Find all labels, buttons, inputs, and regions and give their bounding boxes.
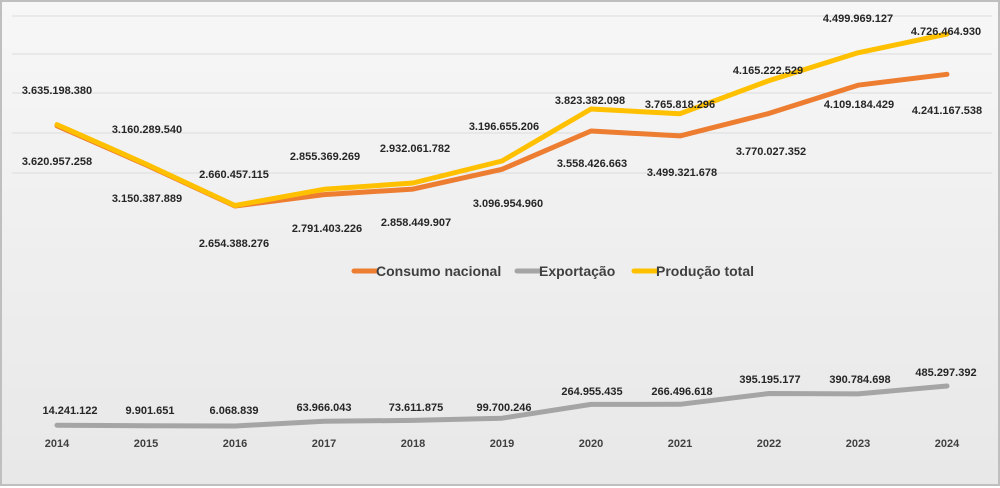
data-label-producao-total: 3.196.655.206 — [469, 121, 539, 133]
x-tick-label: 2017 — [312, 438, 336, 450]
data-label-producao-total: 2.855.369.269 — [290, 151, 360, 163]
legend-label: Consumo nacional — [376, 263, 501, 279]
data-label-consumo-nacional: 3.558.426.663 — [557, 158, 627, 170]
x-tick-label: 2015 — [134, 438, 158, 450]
data-label-producao-total: 3.160.289.540 — [112, 124, 182, 136]
data-label-exportacao: 73.611.875 — [389, 402, 443, 414]
data-label-exportacao: 390.784.698 — [829, 374, 890, 386]
data-label-consumo-nacional: 2.858.449.907 — [381, 217, 451, 229]
data-label-consumo-nacional: 3.150.387.889 — [112, 193, 182, 205]
x-tick-label: 2023 — [846, 438, 870, 450]
x-tick-label: 2016 — [223, 438, 247, 450]
legend-label: Produção total — [656, 263, 754, 279]
data-label-consumo-nacional: 4.241.167.538 — [912, 105, 982, 117]
x-tick-label: 2021 — [668, 438, 692, 450]
data-label-exportacao: 395.195.177 — [739, 374, 800, 386]
data-label-exportacao: 99.700.246 — [476, 402, 531, 414]
data-label-exportacao: 14.241.122 — [42, 405, 97, 417]
x-tick-label: 2020 — [579, 438, 603, 450]
data-labels: 3.620.957.258 3.150.387.889 2.654.388.276 2… — [22, 13, 982, 417]
series-lines — [54, 31, 950, 429]
data-label-exportacao: 485.297.392 — [915, 367, 976, 379]
data-label-producao-total: 3.823.382.098 — [555, 95, 625, 107]
data-label-producao-total: 4.165.222.529 — [733, 65, 803, 77]
data-label-producao-total: 3.765.818.296 — [645, 99, 715, 111]
data-label-exportacao: 9.901.651 — [126, 405, 175, 417]
x-axis: 2014 2015 2016 2017 2018 2019 2020 2021 2022 2023… — [45, 438, 960, 450]
series-line-producao-total — [54, 31, 950, 208]
data-label-producao-total: 4.499.969.127 — [823, 13, 893, 25]
data-label-producao-total: 2.932.061.782 — [380, 143, 450, 155]
data-label-producao-total: 4.726.464.930 — [911, 26, 981, 38]
x-tick-label: 2018 — [401, 438, 425, 450]
data-label-consumo-nacional: 4.109.184.429 — [824, 99, 894, 111]
data-label-consumo-nacional: 3.620.957.258 — [22, 156, 92, 168]
data-label-exportacao: 264.955.435 — [561, 386, 622, 398]
data-label-exportacao: 6.068.839 — [210, 405, 259, 417]
data-label-producao-total: 2.660.457.115 — [199, 169, 269, 181]
series-line-exportacao — [54, 383, 950, 429]
x-tick-label: 2014 — [45, 438, 70, 450]
x-tick-label: 2024 — [935, 438, 960, 450]
data-label-exportacao: 266.496.618 — [651, 386, 712, 398]
data-label-consumo-nacional: 2.654.388.276 — [199, 238, 269, 250]
data-label-consumo-nacional: 3.770.027.352 — [736, 146, 806, 158]
legend-label: Exportação — [539, 263, 615, 279]
data-label-consumo-nacional: 3.096.954.960 — [473, 198, 543, 210]
x-tick-label: 2022 — [757, 438, 781, 450]
data-label-exportacao: 63.966.043 — [296, 402, 351, 414]
gridlines — [12, 15, 992, 174]
data-label-consumo-nacional: 2.791.403.226 — [292, 223, 362, 235]
data-label-producao-total: 3.635.198.380 — [22, 85, 92, 97]
data-label-consumo-nacional: 3.499.321.678 — [647, 167, 717, 179]
x-tick-label: 2019 — [490, 438, 514, 450]
legend: Consumo nacional Exportação Produção total — [351, 263, 754, 279]
